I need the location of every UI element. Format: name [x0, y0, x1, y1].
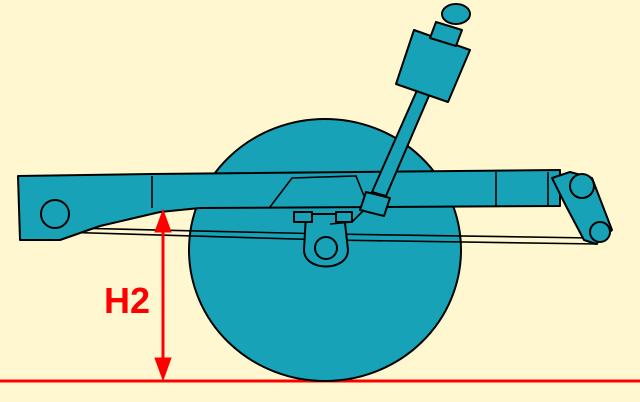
main-arm — [17, 169, 561, 241]
dimension-label: H2 — [104, 280, 150, 321]
strut-clamp — [359, 191, 391, 217]
front-pivot — [40, 199, 70, 229]
rear-roller-top — [569, 173, 595, 199]
cylinder-knob — [441, 3, 471, 25]
height-dimension: H2 — [104, 208, 172, 382]
axle-eye — [314, 236, 338, 260]
cylinder-cap — [429, 21, 463, 47]
dimension-arrow-top — [154, 208, 172, 233]
dimension-arrow-bottom — [154, 357, 172, 382]
rear-roller-bottom — [589, 221, 611, 243]
strut-link — [329, 209, 365, 225]
center-plate — [269, 175, 369, 208]
